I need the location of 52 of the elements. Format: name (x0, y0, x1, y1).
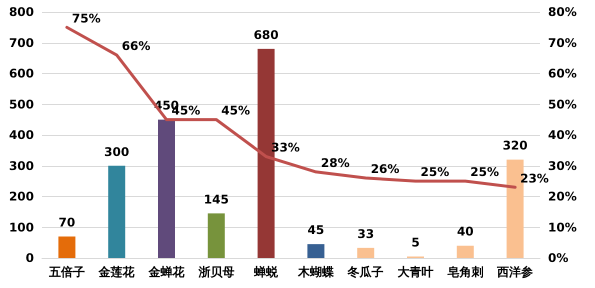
y2-tick-label: 50% (548, 97, 577, 112)
y-tick-label: 300 (8, 158, 34, 173)
y-tick-label: 500 (8, 97, 34, 112)
y2-tick-label: 80% (548, 5, 577, 19)
x-tick-label: 皂角刺 (446, 265, 484, 279)
y2-tick-label: 10% (548, 220, 577, 234)
y-tick-label: 800 (8, 5, 34, 19)
data-label: 28% (320, 156, 350, 170)
data-label: 5 (411, 235, 420, 250)
x-tick-label: 金蝉花 (148, 265, 186, 279)
y2-tick-label: 0% (548, 251, 568, 265)
x-tick-label: 蝉蜕 (253, 265, 280, 279)
bar (158, 120, 175, 258)
x-tick-label: 木蝴蝶 (296, 265, 334, 279)
y-tick-label: 600 (8, 66, 34, 80)
data-label: 26% (370, 162, 400, 176)
data-label: 145 (204, 192, 229, 206)
x-tick-label: 大青叶 (398, 265, 434, 279)
data-label: 45 (308, 223, 324, 238)
data-label: 300 (104, 144, 130, 159)
bar (108, 166, 126, 258)
data-label: 40 (456, 224, 474, 239)
data-label: 320 (502, 138, 528, 153)
y-tick-label: 0 (26, 251, 34, 265)
data-label: 680 (254, 28, 279, 42)
y2-tick-label: 40% (548, 128, 577, 142)
bar (456, 246, 474, 258)
x-tick-label: 冬瓜子 (346, 265, 384, 279)
bar (357, 248, 374, 258)
x-tick-label: 五倍子 (48, 265, 85, 279)
data-label: 75% (72, 11, 101, 26)
x-tick-label: 金莲花 (98, 265, 136, 279)
bar (58, 236, 76, 258)
data-label: 23% (520, 171, 549, 186)
y-tick-label: 400 (8, 128, 34, 142)
y-tick-label: 100 (8, 220, 34, 234)
y2-tick-label: 20% (548, 190, 577, 204)
bar (307, 244, 324, 258)
y2-tick-label: 60% (548, 66, 577, 80)
data-label: 33 (357, 226, 374, 241)
data-label: 45% (221, 104, 250, 118)
y2-tick-label: 70% (548, 36, 577, 50)
y-tick-label: 700 (8, 36, 34, 50)
y2-tick-label: 30% (548, 158, 577, 173)
bar (208, 213, 225, 258)
data-label: 25% (470, 165, 500, 180)
x-tick-label: 浙贝母 (197, 265, 234, 279)
data-label: 25% (420, 165, 450, 180)
x-tick-label: 西洋参 (496, 265, 534, 279)
y-tick-label: 200 (8, 190, 34, 204)
data-label: 70 (58, 215, 76, 230)
data-label: 66% (122, 39, 150, 54)
